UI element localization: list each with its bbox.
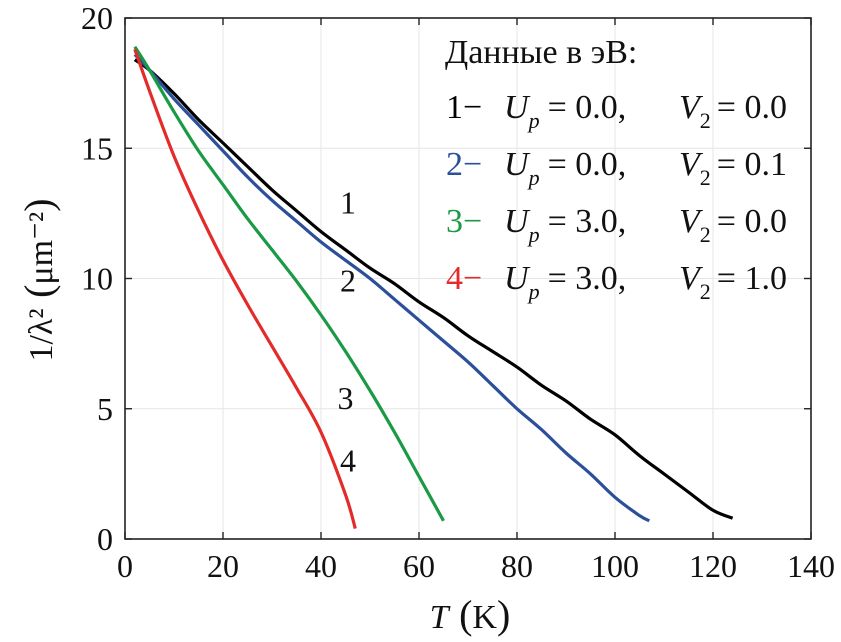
y-axis-label: 1/λ² (μm⁻²) xyxy=(16,198,61,361)
legend-number: 3− xyxy=(446,203,482,240)
curve-label-4: 4 xyxy=(340,442,356,478)
curve-label-1: 1 xyxy=(340,184,356,220)
series-lines xyxy=(133,45,734,530)
x-tick-label: 140 xyxy=(787,548,835,584)
x-tick-label: 60 xyxy=(403,548,435,584)
legend: Данные в эВ: 1− Up = 0.0, V2 = 0.0 2− Up = 0.0,… xyxy=(445,34,787,304)
series-line-4 xyxy=(133,48,357,530)
y-tick-label: 5 xyxy=(97,391,113,427)
legend-v2-text: V2 = 1.0 xyxy=(679,260,787,304)
legend-title: Данные в эВ: xyxy=(445,34,637,71)
legend-entry-3: 3− Up = 3.0, V2 = 0.0 xyxy=(446,203,787,247)
x-tick-label: 80 xyxy=(501,548,533,584)
legend-number: 4− xyxy=(446,260,482,297)
curve-label-2: 2 xyxy=(340,263,356,299)
series-line-2 xyxy=(133,53,651,523)
legend-number: 1− xyxy=(446,89,482,126)
legend-v2-text: V2 = 0.0 xyxy=(679,89,787,133)
legend-up-text: Up = 3.0, xyxy=(504,260,626,304)
x-tick-label: 120 xyxy=(689,548,737,584)
x-tick-label: 40 xyxy=(305,548,337,584)
grid xyxy=(125,18,811,539)
y-tick-label: 15 xyxy=(81,130,113,166)
legend-up-text: Up = 0.0, xyxy=(504,89,626,133)
series-line-1 xyxy=(133,58,734,520)
legend-v2-text: V2 = 0.1 xyxy=(679,146,787,190)
curve-label-3: 3 xyxy=(338,380,354,416)
y-axis-quantity: 1/λ² xyxy=(23,308,60,361)
series-line-3 xyxy=(133,45,445,522)
y-axis-unit: μm⁻² xyxy=(23,212,60,285)
legend-entry-4: 4− Up = 3.0, V2 = 1.0 xyxy=(446,260,787,304)
y-tick-label: 20 xyxy=(81,0,113,36)
x-tick-label: 100 xyxy=(591,548,639,584)
x-axis-label: T (K) xyxy=(430,592,511,637)
x-tick-label: 20 xyxy=(207,548,239,584)
legend-entry-2: 2− Up = 0.0, V2 = 0.1 xyxy=(446,146,787,190)
legend-up-text: Up = 3.0, xyxy=(504,203,626,247)
legend-up-text: Up = 0.0, xyxy=(504,146,626,190)
x-axis-unit: K xyxy=(472,599,497,636)
legend-entry-1: 1− Up = 0.0, V2 = 0.0 xyxy=(446,89,787,133)
x-axis-variable: T xyxy=(430,599,451,636)
axis-ticks: 0 20 40 60 80 100 120 140 0 5 10 15 20 xyxy=(81,0,835,584)
legend-v2-text: V2 = 0.0 xyxy=(679,203,787,247)
y-tick-label: 0 xyxy=(97,521,113,557)
y-tick-label: 10 xyxy=(81,261,113,297)
x-tick-label: 0 xyxy=(117,548,133,584)
legend-number: 2− xyxy=(446,146,482,183)
curve-labels: 1 2 3 4 xyxy=(338,184,356,478)
